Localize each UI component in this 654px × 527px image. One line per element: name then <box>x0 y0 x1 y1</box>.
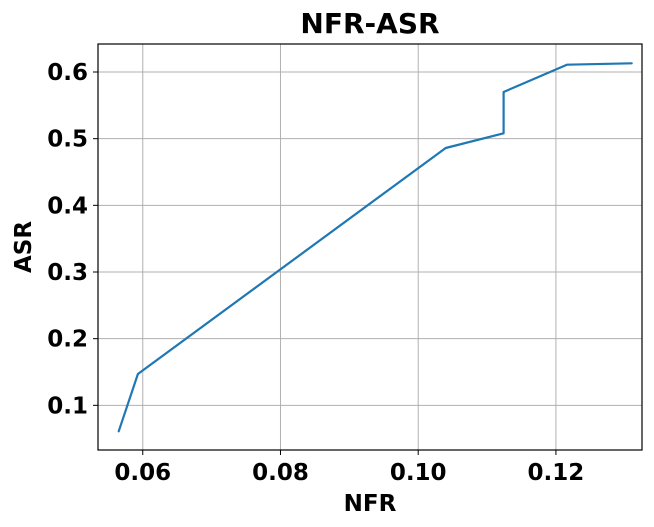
x-axis-label: NFR <box>344 491 397 517</box>
series-layer <box>117 62 633 433</box>
y-tick-label: 0.6 <box>47 60 88 86</box>
chart-title: NFR-ASR <box>300 7 439 40</box>
x-tick-label: 0.10 <box>390 460 447 486</box>
y-axis-label: ASR <box>11 221 37 273</box>
series-line <box>117 62 633 433</box>
y-tick-label: 0.3 <box>47 260 88 286</box>
plot-frame <box>97 43 643 451</box>
y-tick-label: 0.2 <box>47 327 88 353</box>
y-tick-label: 0.1 <box>47 393 88 419</box>
x-tick-label: 0.12 <box>528 460 585 486</box>
y-tick-label: 0.5 <box>47 127 88 153</box>
x-tick-label: 0.08 <box>252 460 309 486</box>
y-axis: 0.1 0.2 0.3 0.4 0.5 0.6 <box>47 60 98 419</box>
x-axis: 0.06 0.08 0.10 0.12 <box>114 450 584 486</box>
x-tick-label: 0.06 <box>114 460 171 486</box>
y-tick-label: 0.4 <box>47 193 88 219</box>
grid-layer <box>98 44 642 450</box>
